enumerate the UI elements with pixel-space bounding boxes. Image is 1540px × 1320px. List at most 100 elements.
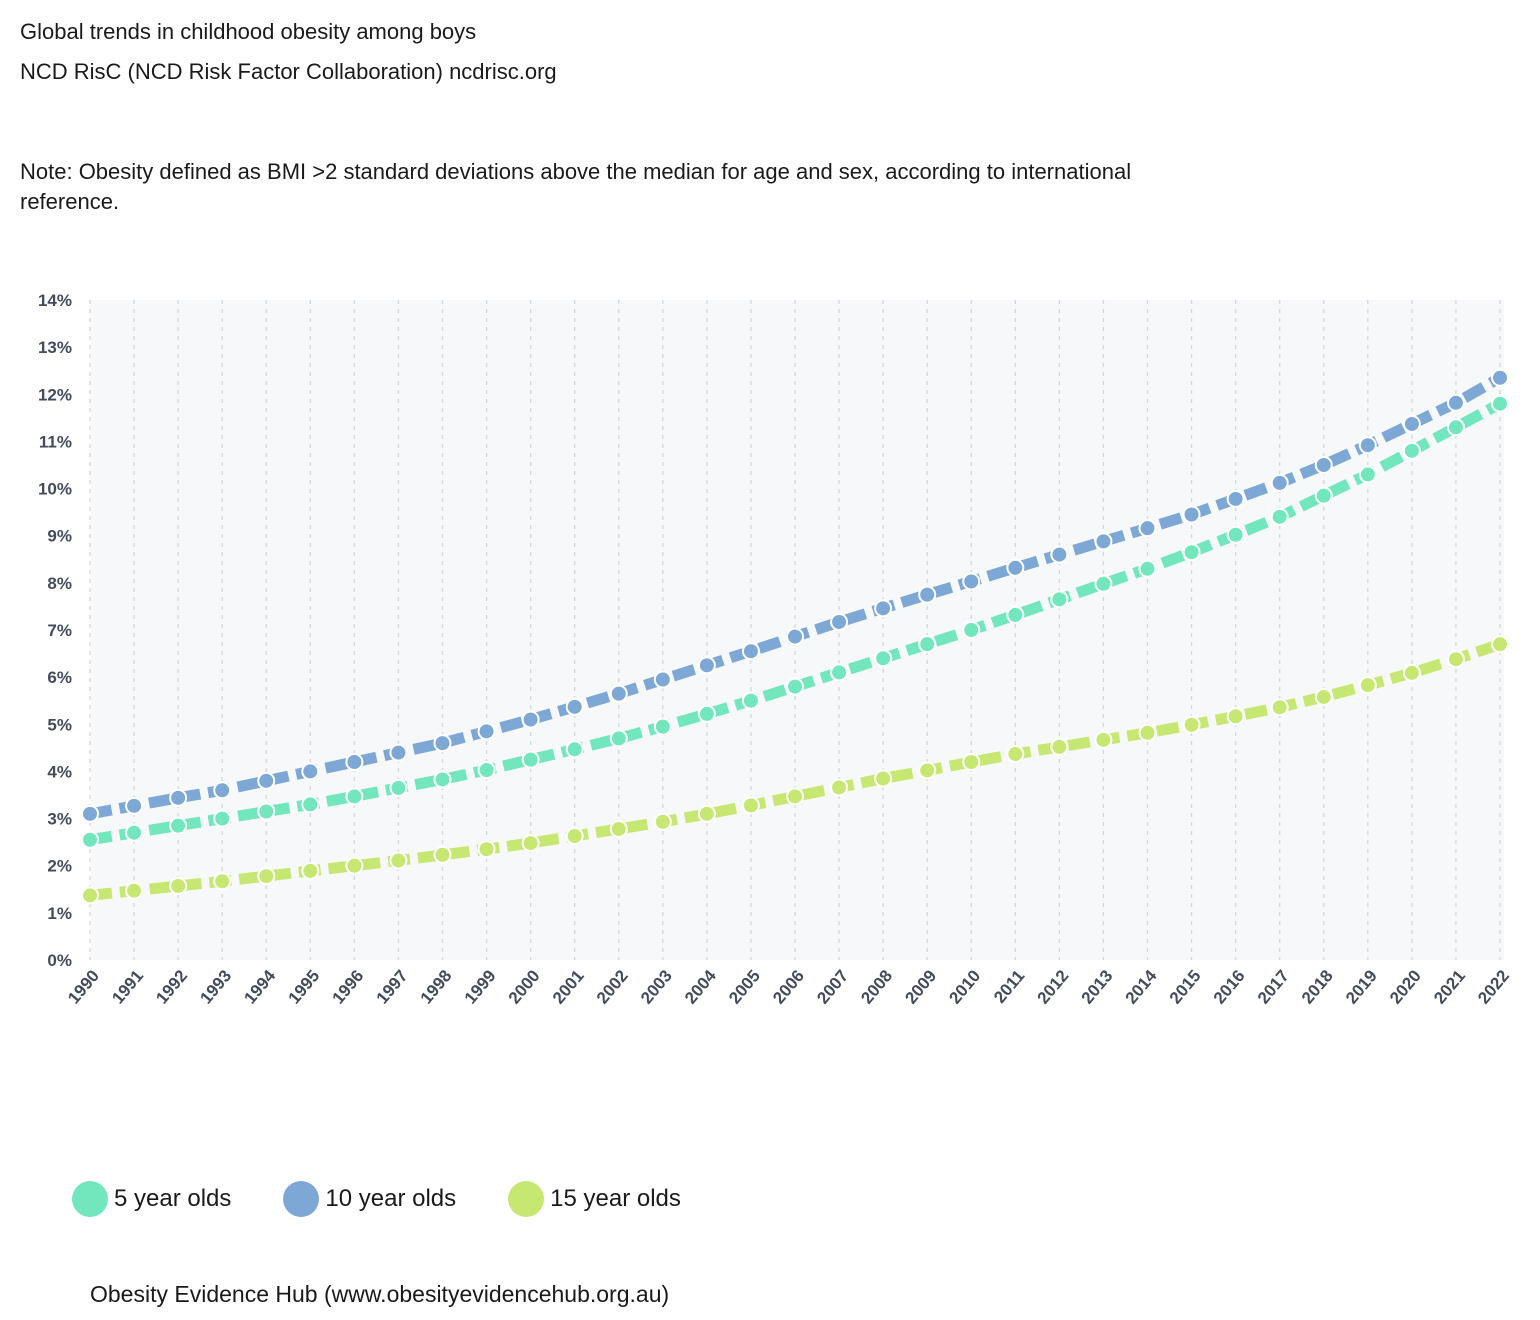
data-point-5-year-olds[interactable] xyxy=(1402,441,1421,460)
data-point-15-year-olds[interactable] xyxy=(125,881,144,900)
data-point-15-year-olds[interactable] xyxy=(81,886,99,905)
legend-item-10-year-olds[interactable]: 10 year olds xyxy=(283,1181,456,1217)
data-point-5-year-olds[interactable] xyxy=(565,740,584,759)
data-point-15-year-olds[interactable] xyxy=(477,840,496,859)
data-point-15-year-olds[interactable] xyxy=(609,819,628,838)
data-point-5-year-olds[interactable] xyxy=(786,677,804,696)
data-point-5-year-olds[interactable] xyxy=(1138,559,1157,578)
data-point-5-year-olds[interactable] xyxy=(918,635,937,654)
data-point-15-year-olds[interactable] xyxy=(1006,744,1025,763)
data-point-5-year-olds[interactable] xyxy=(1226,525,1245,544)
data-point-15-year-olds[interactable] xyxy=(257,867,276,886)
data-point-15-year-olds[interactable] xyxy=(169,876,188,895)
data-point-5-year-olds[interactable] xyxy=(1314,486,1333,505)
data-point-15-year-olds[interactable] xyxy=(213,872,232,891)
data-point-15-year-olds[interactable] xyxy=(301,861,320,880)
data-point-5-year-olds[interactable] xyxy=(169,816,188,835)
data-point-15-year-olds[interactable] xyxy=(1491,635,1509,654)
data-point-10-year-olds[interactable] xyxy=(257,771,276,790)
data-point-15-year-olds[interactable] xyxy=(1182,715,1201,734)
data-point-15-year-olds[interactable] xyxy=(565,827,584,846)
data-point-10-year-olds[interactable] xyxy=(433,734,452,753)
data-point-5-year-olds[interactable] xyxy=(1006,605,1025,624)
data-point-5-year-olds[interactable] xyxy=(1050,590,1069,609)
data-point-15-year-olds[interactable] xyxy=(1050,737,1069,756)
data-point-5-year-olds[interactable] xyxy=(1270,507,1289,526)
data-point-5-year-olds[interactable] xyxy=(477,761,496,780)
data-point-5-year-olds[interactable] xyxy=(1182,543,1201,562)
data-point-10-year-olds[interactable] xyxy=(81,804,99,823)
data-point-15-year-olds[interactable] xyxy=(1314,687,1333,706)
data-point-5-year-olds[interactable] xyxy=(345,787,364,806)
data-point-15-year-olds[interactable] xyxy=(1226,707,1245,726)
data-point-5-year-olds[interactable] xyxy=(1491,394,1509,413)
data-point-15-year-olds[interactable] xyxy=(1138,723,1157,742)
data-point-10-year-olds[interactable] xyxy=(1270,473,1289,492)
data-point-10-year-olds[interactable] xyxy=(389,743,408,762)
data-point-15-year-olds[interactable] xyxy=(653,812,672,831)
data-point-15-year-olds[interactable] xyxy=(1358,676,1377,695)
data-point-5-year-olds[interactable] xyxy=(521,750,540,769)
data-point-10-year-olds[interactable] xyxy=(565,697,584,716)
data-point-10-year-olds[interactable] xyxy=(1446,393,1465,412)
data-point-15-year-olds[interactable] xyxy=(741,796,760,815)
data-point-10-year-olds[interactable] xyxy=(697,656,716,675)
data-point-10-year-olds[interactable] xyxy=(918,585,937,604)
data-point-10-year-olds[interactable] xyxy=(1314,456,1333,474)
data-point-5-year-olds[interactable] xyxy=(1094,574,1113,593)
data-point-10-year-olds[interactable] xyxy=(962,572,981,591)
data-point-5-year-olds[interactable] xyxy=(609,729,628,748)
data-point-10-year-olds[interactable] xyxy=(830,612,849,631)
data-point-15-year-olds[interactable] xyxy=(521,834,540,853)
data-point-10-year-olds[interactable] xyxy=(786,627,804,646)
data-point-10-year-olds[interactable] xyxy=(1006,558,1025,577)
data-point-10-year-olds[interactable] xyxy=(213,781,232,800)
data-point-5-year-olds[interactable] xyxy=(830,663,849,682)
data-point-15-year-olds[interactable] xyxy=(918,761,937,780)
data-point-10-year-olds[interactable] xyxy=(1094,532,1113,551)
data-point-10-year-olds[interactable] xyxy=(609,684,628,703)
data-point-5-year-olds[interactable] xyxy=(741,691,760,710)
data-point-10-year-olds[interactable] xyxy=(1138,519,1157,538)
data-point-5-year-olds[interactable] xyxy=(125,823,144,842)
data-point-10-year-olds[interactable] xyxy=(1402,414,1421,433)
data-point-10-year-olds[interactable] xyxy=(1226,489,1245,508)
data-point-15-year-olds[interactable] xyxy=(1446,650,1465,669)
data-point-10-year-olds[interactable] xyxy=(1491,368,1509,387)
data-point-15-year-olds[interactable] xyxy=(962,753,981,771)
data-point-5-year-olds[interactable] xyxy=(697,704,716,723)
data-point-10-year-olds[interactable] xyxy=(1358,436,1377,455)
data-point-10-year-olds[interactable] xyxy=(1182,505,1201,524)
data-point-5-year-olds[interactable] xyxy=(301,795,320,814)
data-point-15-year-olds[interactable] xyxy=(1094,730,1113,749)
data-point-15-year-olds[interactable] xyxy=(345,856,364,875)
legend-item-5-year-olds[interactable]: 5 year olds xyxy=(72,1181,231,1217)
data-point-10-year-olds[interactable] xyxy=(653,670,672,689)
data-point-10-year-olds[interactable] xyxy=(125,796,144,815)
data-point-15-year-olds[interactable] xyxy=(697,804,716,823)
legend-item-15-year-olds[interactable]: 15 year olds xyxy=(508,1181,681,1217)
data-point-5-year-olds[interactable] xyxy=(874,649,893,668)
data-point-10-year-olds[interactable] xyxy=(741,642,760,661)
data-point-10-year-olds[interactable] xyxy=(1050,545,1069,564)
data-point-5-year-olds[interactable] xyxy=(653,717,672,736)
data-point-10-year-olds[interactable] xyxy=(477,722,496,741)
data-point-5-year-olds[interactable] xyxy=(389,778,408,797)
data-point-15-year-olds[interactable] xyxy=(786,787,804,806)
data-point-5-year-olds[interactable] xyxy=(1446,418,1465,437)
data-point-15-year-olds[interactable] xyxy=(1402,663,1421,682)
data-point-10-year-olds[interactable] xyxy=(345,753,364,771)
data-point-15-year-olds[interactable] xyxy=(389,851,408,870)
data-point-15-year-olds[interactable] xyxy=(1270,698,1289,717)
data-point-10-year-olds[interactable] xyxy=(874,599,893,618)
data-point-5-year-olds[interactable] xyxy=(213,809,232,828)
data-point-5-year-olds[interactable] xyxy=(962,621,981,639)
data-point-10-year-olds[interactable] xyxy=(301,762,320,781)
data-point-5-year-olds[interactable] xyxy=(257,802,276,821)
data-point-15-year-olds[interactable] xyxy=(874,769,893,788)
data-point-15-year-olds[interactable] xyxy=(830,778,849,797)
data-point-5-year-olds[interactable] xyxy=(81,830,99,849)
data-point-5-year-olds[interactable] xyxy=(433,770,452,789)
data-point-15-year-olds[interactable] xyxy=(433,845,452,864)
data-point-10-year-olds[interactable] xyxy=(521,710,540,729)
